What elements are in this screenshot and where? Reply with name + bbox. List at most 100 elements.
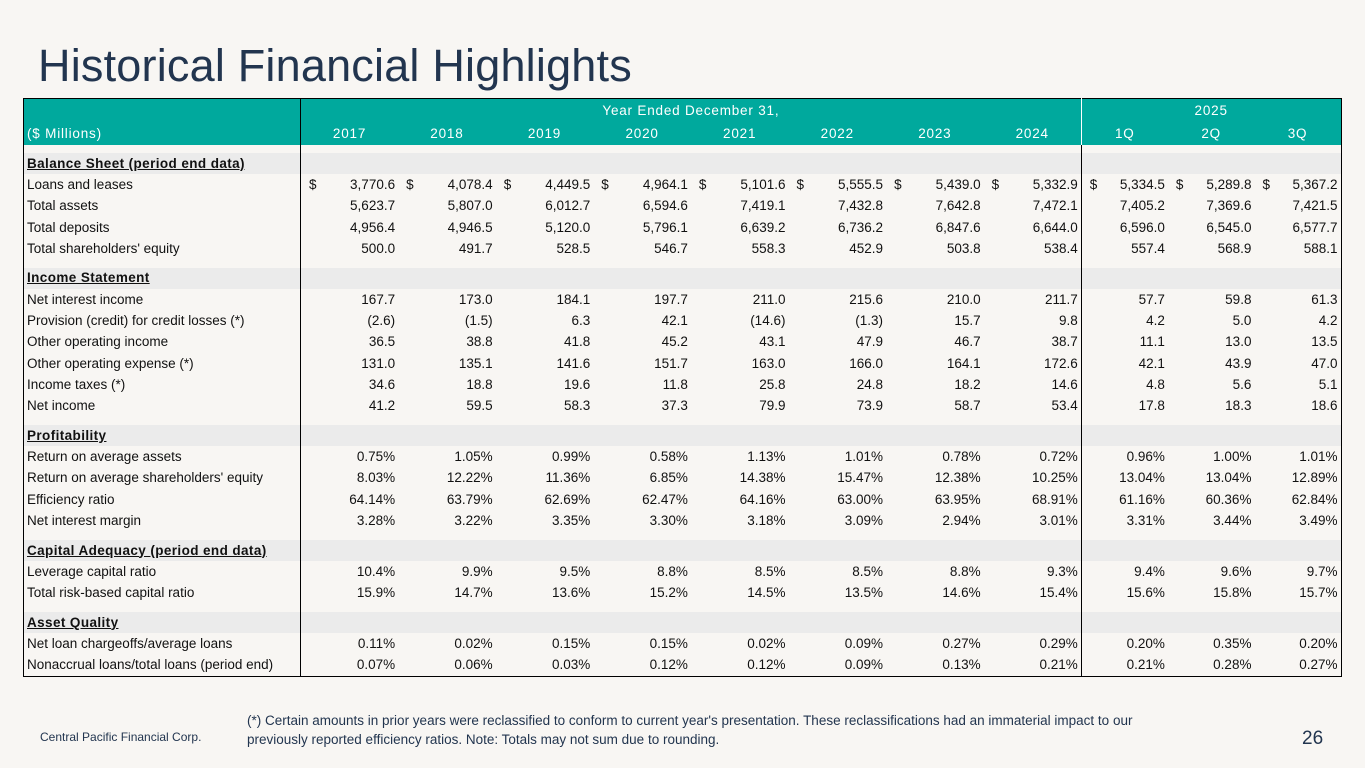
value-cell: 8.8% (657, 563, 688, 579)
value-cell: $5,334.5 (1080, 174, 1168, 196)
value-cell: 13.6% (552, 585, 591, 601)
value-cell: 173.0 (458, 291, 493, 307)
value-cell: 0.12% (649, 657, 688, 673)
footnote: (*) Certain amounts in prior years were … (247, 713, 1133, 747)
value-cell: 3.30% (649, 513, 688, 529)
value-cell: 557.4 (1080, 238, 1168, 260)
section-blank-cell (788, 425, 887, 447)
value-cell: 0.21% (1080, 654, 1168, 677)
value-cell: 0.27% (942, 635, 981, 651)
value-cell: 14.38% (739, 470, 786, 486)
value-cell: 45.2 (661, 334, 688, 350)
value-cell: 1.05% (454, 449, 493, 465)
value-cell: 4,946.5 (447, 219, 493, 235)
value-cell: 62.69% (544, 491, 591, 507)
row-label: Efficiency ratio (23, 489, 301, 511)
table-row: Income taxes (*) 34.6 18.8 19.6 11.8 25.8 24.8… (23, 374, 1342, 396)
row-label: Total assets (23, 195, 301, 218)
spacer-cell (23, 145, 301, 153)
section-blank-cell (593, 153, 691, 175)
value-cell: 14.6% (942, 585, 981, 601)
value-cell: 53.4 (1051, 398, 1078, 414)
value-cell: 37.3 (661, 398, 688, 414)
section-blank-cell (398, 539, 496, 562)
value-cell: 4.2 (1080, 310, 1168, 332)
section-blank-cell (1254, 425, 1342, 447)
spacer-cell (593, 417, 691, 425)
value-cell: 5,623.7 (350, 198, 396, 214)
value-cell: 588.1 (1303, 241, 1338, 257)
row-label: Return on average assets (23, 446, 301, 468)
spacer-cell (788, 260, 886, 268)
value-cell: 3.18% (747, 513, 786, 529)
table-row: Net loan chargeoffs/average loans 0.11% 0.… (23, 633, 1342, 655)
section-heading: Capital Adequacy (period end data) (23, 539, 301, 562)
row-label: Leverage capital ratio (23, 561, 301, 583)
value-cell: 15.47% (837, 470, 884, 486)
value-cell: 62.84% (1291, 491, 1338, 507)
value-cell: 43.1 (759, 334, 786, 350)
row-label: Net interest income (23, 289, 301, 311)
table-row: Net income 41.2 59.5 58.3 37.3 79.9 73.9 58.7 53… (23, 395, 1342, 418)
value-cell: 47.0 (1311, 355, 1338, 371)
value-cell: 7,405.2 (1080, 195, 1168, 218)
section-blank-cell (495, 425, 594, 447)
spacer-cell (1168, 532, 1255, 540)
value-cell: 528.5 (556, 241, 591, 257)
value-cell: 7,642.8 (935, 198, 981, 214)
value-amount: 4,964.1 (642, 177, 688, 193)
value-cell: 38.7 (1051, 334, 1078, 350)
spacer-cell (398, 260, 496, 268)
spacer-cell (496, 604, 594, 612)
value-cell: 15.2% (649, 585, 688, 601)
value-cell: 9.6% (1220, 563, 1252, 579)
spacer-cell (593, 260, 691, 268)
spacer-cell (886, 260, 984, 268)
section-blank-cell (1167, 425, 1255, 447)
col-header: 2018 (398, 122, 496, 145)
value-cell: 14.7% (454, 585, 493, 601)
value-cell: 9.3% (1046, 563, 1078, 579)
value-cell: 166.0 (849, 355, 884, 371)
spacer-cell (984, 604, 1082, 612)
value-cell: 61.16% (1080, 489, 1168, 511)
section-blank-cell (690, 611, 789, 634)
section-blank-cell (690, 153, 789, 175)
value-cell: 36.5 (368, 334, 396, 350)
section-blank-cell (398, 153, 496, 175)
spacer-cell (301, 260, 399, 268)
value-cell: 12.38% (934, 470, 981, 486)
section-blank-cell (495, 539, 594, 562)
value-amount: 4,078.4 (447, 177, 493, 193)
section-blank-cell (300, 539, 399, 562)
row-label: Total shareholders' equity (23, 238, 301, 260)
value-amount: 5,439.0 (935, 177, 981, 193)
spacer-cell (886, 417, 984, 425)
table-row: Total deposits 4,956.4 4,946.5 5,120.0 5,796… (23, 217, 1342, 239)
spacer-cell (1254, 145, 1341, 153)
table-row: Total shareholders' equity 500.0 491.7 528.… (23, 238, 1342, 260)
spacer-cell (1168, 604, 1255, 612)
value-cell: 3.44% (1213, 513, 1252, 529)
value-cell: 0.15% (649, 635, 688, 651)
unit-label: ($ Millions) (23, 122, 301, 145)
section-blank-cell (886, 267, 984, 290)
value-cell: 13.5% (844, 585, 884, 601)
value-cell: 6,639.2 (740, 219, 786, 235)
value-cell: 0.13% (942, 657, 981, 673)
spacer-cell (788, 532, 886, 540)
section-blank-cell (1080, 267, 1168, 290)
value-cell: 38.8 (466, 334, 493, 350)
value-cell: 7,419.1 (740, 198, 786, 214)
spacer-row (23, 417, 1342, 426)
spacer-row (23, 145, 1342, 153)
section-blank-cell (983, 539, 1082, 562)
value-cell: 3.28% (356, 513, 396, 529)
currency-symbol: $ (1089, 177, 1098, 193)
value-cell: 3.09% (844, 513, 884, 529)
value-cell: 0.20% (1080, 633, 1168, 655)
value-cell: 64.14% (349, 491, 396, 507)
section-blank-cell (983, 611, 1082, 634)
currency-symbol: $ (698, 177, 707, 193)
value-cell: 58.7 (954, 398, 981, 414)
